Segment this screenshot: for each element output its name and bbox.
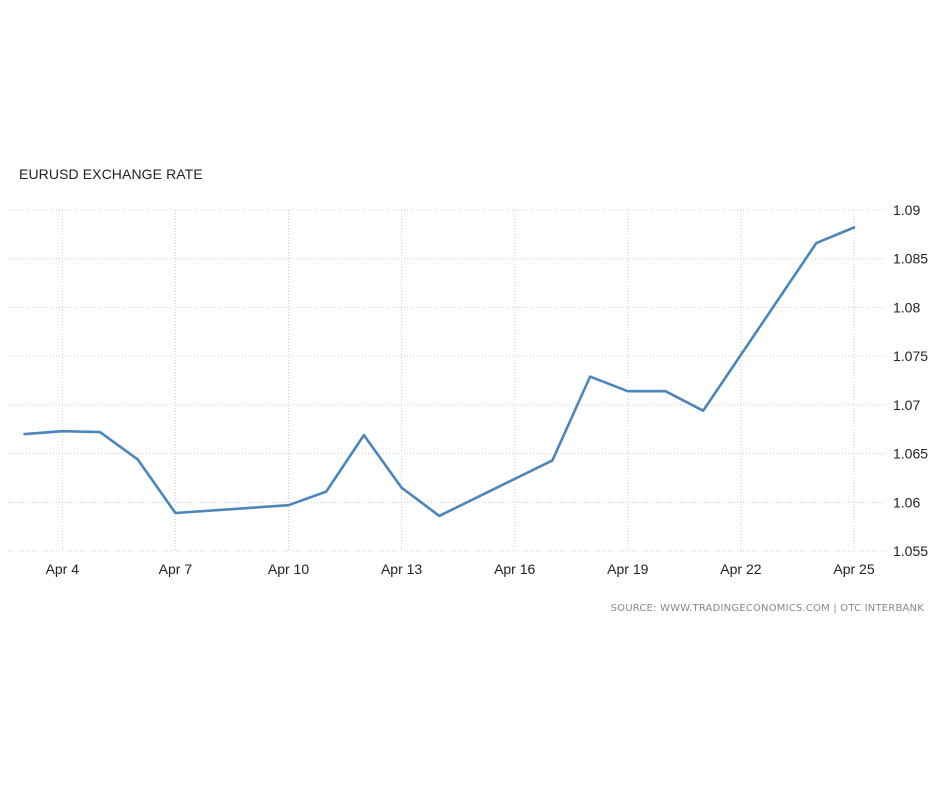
y-tick-label: 1.065 <box>893 446 928 462</box>
source-note: SOURCE: WWW.TRADINGECONOMICS.COM | OTC I… <box>610 603 924 614</box>
y-tick-label: 1.07 <box>893 397 920 413</box>
y-tick-label: 1.08 <box>893 299 920 315</box>
x-tick-label: Apr 22 <box>720 561 761 577</box>
grid-lines <box>8 209 886 552</box>
y-tick-label: 1.06 <box>893 494 920 510</box>
y-axis-ticks: 1.055 1.06 1.065 1.07 1.075 1.08 1.085 1.09 <box>893 202 928 559</box>
y-tick-label: 1.075 <box>893 348 928 364</box>
series-line-layer <box>23 226 856 518</box>
chart-title: EURUSD EXCHANGE RATE <box>19 166 203 182</box>
x-tick-label: Apr 10 <box>268 561 309 577</box>
x-axis-ticks: Apr 4 Apr 7 Apr 10 Apr 13 Apr 16 Apr 19 Apr 22… <box>46 561 875 577</box>
series-line <box>23 226 856 518</box>
y-tick-label: 1.085 <box>893 251 928 267</box>
y-tick-label: 1.09 <box>893 202 920 218</box>
y-tick-label: 1.055 <box>893 543 928 559</box>
x-tick-label: Apr 4 <box>46 561 80 577</box>
x-tick-label: Apr 13 <box>381 561 422 577</box>
x-tick-label: Apr 25 <box>833 561 874 577</box>
x-tick-label: Apr 16 <box>494 561 535 577</box>
x-tick-label: Apr 19 <box>607 561 648 577</box>
x-tick-label: Apr 7 <box>159 561 193 577</box>
